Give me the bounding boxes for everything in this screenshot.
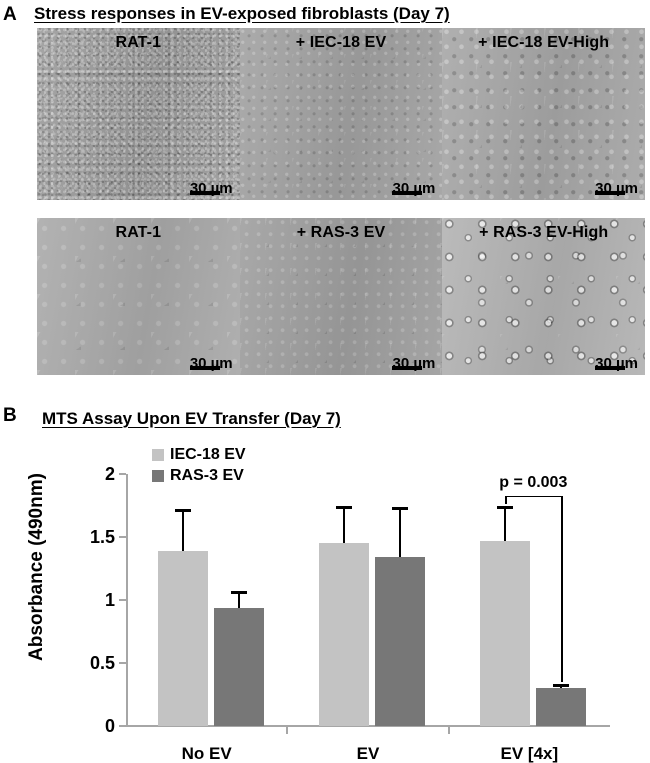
x-axis-separator (286, 726, 289, 734)
chart-bar (213, 607, 264, 726)
micrograph-shading (239, 218, 443, 375)
scale-bar-line (392, 366, 423, 370)
panel-a-title: Stress responses in EV-exposed fibroblas… (34, 4, 450, 23)
legend-item-ras3: RAS-3 EV (152, 465, 246, 486)
y-axis-tick (119, 599, 126, 601)
bracket-top (505, 495, 562, 497)
significance-bracket: p = 0.003 (126, 474, 610, 726)
panel-b-letter: B (3, 405, 17, 426)
x-axis-separator (447, 726, 450, 734)
scale-bar: 30 µm (595, 181, 638, 196)
y-axis-tick (119, 473, 126, 475)
panel-a-letter: A (3, 4, 17, 25)
error-bar-cap (174, 509, 191, 513)
micrograph-rat1-top: RAT-1 30 µm (37, 28, 240, 200)
scale-bar-line (595, 366, 626, 370)
x-axis-label: EV (356, 744, 380, 763)
micrograph-shading (37, 218, 240, 375)
legend-swatch-ras3 (152, 469, 164, 482)
scale-bar-line (595, 191, 626, 195)
scale-bar-line (189, 366, 220, 370)
panel-b-title: MTS Assay Upon EV Transfer (Day 7) (42, 409, 341, 428)
error-bar-cap (336, 505, 352, 509)
bracket-right-arm (561, 495, 563, 683)
micrograph-ras3-ev: + RAS-3 EV 30 µm (239, 218, 443, 375)
micrograph-ras3-ev-high: + RAS-3 EV-High 30 µm (442, 218, 645, 375)
y-axis-title: Absorbance (490nm) (26, 473, 47, 661)
scale-bar: 30 µm (595, 356, 638, 371)
y-axis-tick-label: 2 (104, 464, 115, 484)
y-axis-tick-label: 0.5 (89, 653, 115, 673)
chart-bar (319, 543, 369, 726)
scale-bar: 30 µm (392, 356, 435, 371)
chart-legend: IEC-18 EV RAS-3 EV (152, 444, 246, 486)
y-axis-tick (119, 536, 126, 538)
scale-bar-line (392, 191, 423, 195)
error-bar-cap (392, 506, 408, 510)
scale-bar-line (189, 191, 220, 195)
error-bar-stem (181, 509, 184, 551)
micrograph-label: + IEC-18 EV (295, 34, 387, 51)
micrograph-label: + RAS-3 EV-High (479, 224, 609, 241)
micrograph-iec18-ev-high: + IEC-18 EV-High 30 µm (442, 28, 645, 200)
x-axis-label: EV [4x] (500, 744, 559, 763)
x-axis-line (126, 725, 610, 727)
x-axis-label: No EV (181, 744, 232, 763)
chart-bar (375, 557, 425, 726)
legend-label-iec18: IEC-18 EV (170, 445, 246, 463)
chart-bar (157, 550, 208, 726)
error-bar-stem (504, 505, 507, 541)
y-axis-tick (119, 662, 126, 664)
micrograph-shading (442, 218, 645, 375)
error-bar-stem (237, 591, 240, 608)
y-axis-tick-label: 1 (104, 590, 115, 610)
scale-bar: 30 µm (189, 356, 233, 371)
y-axis-line (126, 474, 128, 727)
micrograph-rat1-bottom: RAT-1 30 µm (37, 218, 240, 375)
micrograph-shading (442, 28, 645, 200)
plot-area: 0 0.5 1 1.5 2 No EV EV EV [4x] p = 0.003 (90, 465, 610, 762)
p-value-label: p = 0.003 (499, 473, 568, 491)
micrograph-shading (37, 28, 240, 200)
micrograph-shading (239, 28, 443, 200)
error-bar-cap (497, 505, 514, 509)
micrograph-iec18-ev: + IEC-18 EV 30 µm (239, 28, 443, 200)
y-axis-tick-label: 0 (104, 716, 115, 736)
legend-swatch-iec18 (152, 448, 164, 461)
micrograph-grid: RAT-1 30 µm + IEC-18 EV 30 µm + IEC-18 E… (37, 28, 645, 393)
legend-label-ras3: RAS-3 EV (170, 466, 244, 484)
micrograph-label: RAT-1 (115, 224, 162, 241)
micrograph-label: + RAS-3 EV (296, 224, 386, 241)
error-bar-stem (399, 506, 401, 558)
chart-bar (536, 688, 587, 726)
error-bar-cap (553, 684, 570, 688)
chart-bar (480, 540, 531, 726)
scale-bar: 30 µm (189, 181, 233, 196)
error-bar-stem (343, 505, 345, 544)
legend-item-iec18: IEC-18 EV (152, 444, 246, 465)
scale-bar: 30 µm (392, 181, 435, 196)
y-axis-tick-label: 1.5 (89, 527, 115, 547)
y-axis-tick (119, 725, 126, 727)
micrograph-label: + IEC-18 EV-High (478, 34, 610, 51)
bracket-left-arm (505, 495, 507, 504)
error-bar-cap (230, 591, 247, 595)
micrograph-label: RAT-1 (115, 34, 162, 51)
